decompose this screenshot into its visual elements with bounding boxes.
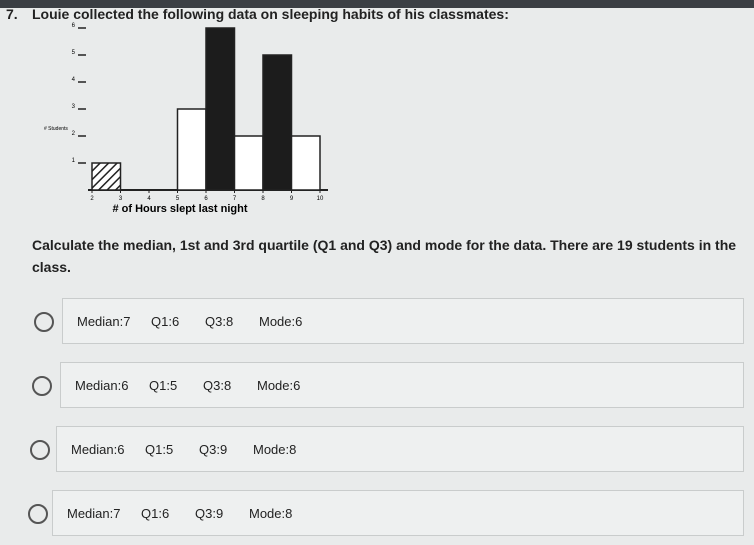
question-number: 7. (6, 6, 18, 22)
option-part: Q1:5 (145, 442, 174, 457)
option-part: Median:6 (71, 442, 125, 457)
y-tick-label: 1 (72, 158, 76, 164)
x-tick-label: 10 (317, 196, 324, 202)
x-axis-label: # of Hours slept last night (112, 203, 247, 215)
option-part: Q3:9 (199, 442, 228, 457)
x-tick-label: 4 (147, 196, 151, 202)
x-tick-label: 5 (176, 196, 180, 202)
bar (205, 27, 236, 191)
top-bar (0, 0, 754, 8)
option-part: Q1:6 (141, 506, 170, 521)
question-prompt: Calculate the median, 1st and 3rd quarti… (32, 237, 737, 275)
y-axis-label: # Students (44, 126, 68, 132)
option-part: Mode:8 (249, 506, 293, 521)
option[interactable]: Median:7 Q1:6 Q3:9 Mode:8 (52, 490, 744, 536)
radio[interactable] (34, 312, 54, 332)
y-tick-label: 6 (72, 23, 76, 29)
option[interactable]: Median:7 Q1:6 Q3:8 Mode:6 (62, 298, 744, 344)
option[interactable]: Median:6 Q1:5 Q3:8 Mode:6 (60, 362, 744, 408)
radio[interactable] (32, 376, 52, 396)
x-tick-label: 6 (204, 196, 208, 202)
bar (176, 108, 207, 191)
option-part: Median:7 (77, 314, 131, 329)
option-part: Q3:9 (195, 506, 224, 521)
option-part: Mode:6 (259, 314, 303, 329)
option[interactable]: Median:6 Q1:5 Q3:9 Mode:8 (56, 426, 744, 472)
y-tick-label: 2 (72, 131, 76, 137)
radio[interactable] (28, 504, 48, 524)
option-part: Mode:6 (257, 378, 301, 393)
question-text: Louie collected the following data on sl… (32, 6, 509, 22)
option-part: Median:6 (75, 378, 129, 393)
y-tick-label: 4 (72, 77, 76, 83)
bar (290, 135, 321, 191)
x-tick-label: 3 (119, 196, 123, 202)
option-part: Q1:5 (149, 378, 178, 393)
y-tick-label: 5 (72, 50, 76, 56)
x-tick-label: 8 (261, 196, 265, 202)
radio[interactable] (30, 440, 50, 460)
x-tick-label: 7 (233, 196, 237, 202)
x-tick-label: 2 (90, 196, 94, 202)
chart: 1 2 3 4 5 6 2 3 4 5 6 7 8 9 10 # of Hours slept last ni… (44, 23, 328, 215)
option-part: Q3:8 (203, 378, 232, 393)
option-part: Median:7 (67, 506, 121, 521)
bar (262, 54, 293, 191)
y-tick-label: 3 (72, 104, 76, 110)
bar (233, 135, 264, 191)
option-part: Q3:8 (205, 314, 234, 329)
option-part: Q1:6 (151, 314, 180, 329)
option-part: Mode:8 (253, 442, 297, 457)
x-tick-label: 9 (290, 196, 294, 202)
bar (91, 162, 122, 191)
